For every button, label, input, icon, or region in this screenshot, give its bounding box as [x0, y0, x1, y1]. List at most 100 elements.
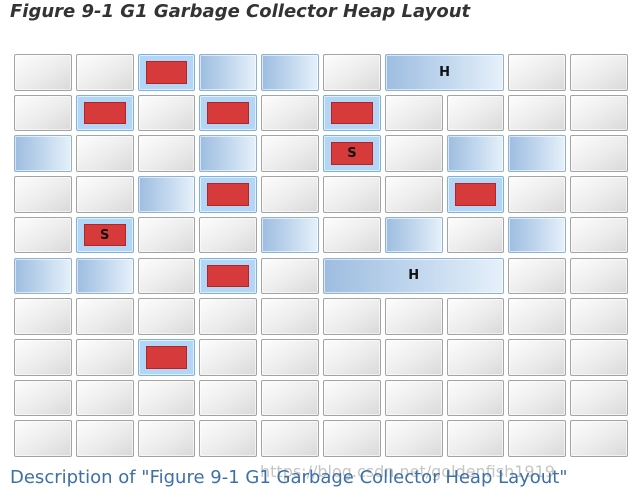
eden-object [145, 61, 188, 84]
free-region [199, 379, 258, 417]
free-region [261, 135, 319, 173]
humongous-label: H [439, 64, 451, 80]
free-region [199, 338, 258, 376]
eden-region [137, 338, 196, 376]
free-region [323, 420, 381, 457]
free-region [570, 176, 628, 213]
free-region [570, 135, 628, 173]
blue-region [14, 257, 72, 295]
g1-heap-grid: H S S H [14, 54, 628, 457]
free-region [508, 257, 567, 295]
free-region [508, 298, 567, 335]
blue-region [137, 176, 196, 213]
free-region [137, 420, 196, 457]
free-region [261, 298, 319, 335]
eden-region [199, 94, 258, 132]
survivor-region: S [75, 216, 134, 254]
free-region [570, 94, 628, 132]
free-region [384, 420, 443, 457]
free-region [570, 216, 628, 254]
free-region [508, 94, 567, 132]
blue-region [508, 216, 567, 254]
free-region [14, 338, 72, 376]
free-region [446, 94, 505, 132]
free-region [384, 94, 443, 132]
eden-region [199, 257, 258, 295]
free-region [446, 216, 505, 254]
free-region [14, 298, 72, 335]
free-region [75, 176, 134, 213]
free-region [75, 379, 134, 417]
free-region [508, 338, 567, 376]
eden-region [446, 176, 505, 213]
eden-object [83, 101, 126, 125]
free-region [75, 135, 134, 173]
free-region [137, 216, 196, 254]
free-region [446, 338, 505, 376]
free-region [570, 338, 628, 376]
blue-region [14, 135, 72, 173]
free-region [199, 420, 258, 457]
free-region [384, 298, 443, 335]
blue-region [508, 135, 567, 173]
free-region [323, 176, 381, 213]
survivor-object: S [83, 223, 126, 247]
humongous-label: H [408, 268, 420, 284]
survivor-region: S [323, 135, 381, 173]
free-region [508, 54, 567, 91]
free-region [323, 216, 381, 254]
figure-description-link[interactable]: Description of "Figure 9-1 G1 Garbage Co… [10, 467, 568, 488]
free-region [261, 338, 319, 376]
free-region [75, 298, 134, 335]
blue-region [446, 135, 505, 173]
free-region [14, 216, 72, 254]
free-region [137, 94, 196, 132]
free-region [323, 338, 381, 376]
free-region [446, 420, 505, 457]
eden-object [454, 183, 497, 206]
eden-region [75, 94, 134, 132]
free-region [508, 420, 567, 457]
eden-object [331, 101, 373, 125]
free-region [384, 176, 443, 213]
watermark: https://blog.csdn.net/goldenfish1919 [260, 462, 555, 481]
free-region [137, 298, 196, 335]
free-region [75, 420, 134, 457]
free-region [14, 94, 72, 132]
humongous-region: H [323, 257, 505, 295]
free-region [384, 338, 443, 376]
free-region [508, 379, 567, 417]
blue-region [199, 54, 258, 91]
free-region [570, 298, 628, 335]
free-region [75, 338, 134, 376]
free-region [14, 54, 72, 91]
eden-object [207, 183, 250, 206]
eden-object [207, 101, 250, 125]
blue-region [75, 257, 134, 295]
blue-region [384, 216, 443, 254]
survivor-object: S [331, 142, 373, 166]
free-region [261, 420, 319, 457]
blue-region [261, 54, 319, 91]
free-region [199, 298, 258, 335]
free-region [570, 420, 628, 457]
free-region [323, 298, 381, 335]
blue-region [261, 216, 319, 254]
free-region [570, 54, 628, 91]
eden-object [145, 345, 188, 369]
free-region [323, 54, 381, 91]
eden-region [137, 54, 196, 91]
humongous-region: H [384, 54, 505, 91]
free-region [323, 379, 381, 417]
eden-region [323, 94, 381, 132]
free-region [14, 379, 72, 417]
free-region [14, 176, 72, 213]
free-region [261, 257, 319, 295]
free-region [508, 176, 567, 213]
free-region [384, 379, 443, 417]
free-region [570, 257, 628, 295]
free-region [446, 298, 505, 335]
eden-object [207, 264, 250, 288]
figure-title: Figure 9-1 G1 Garbage Collector Heap Lay… [10, 1, 471, 22]
blue-region [199, 135, 258, 173]
